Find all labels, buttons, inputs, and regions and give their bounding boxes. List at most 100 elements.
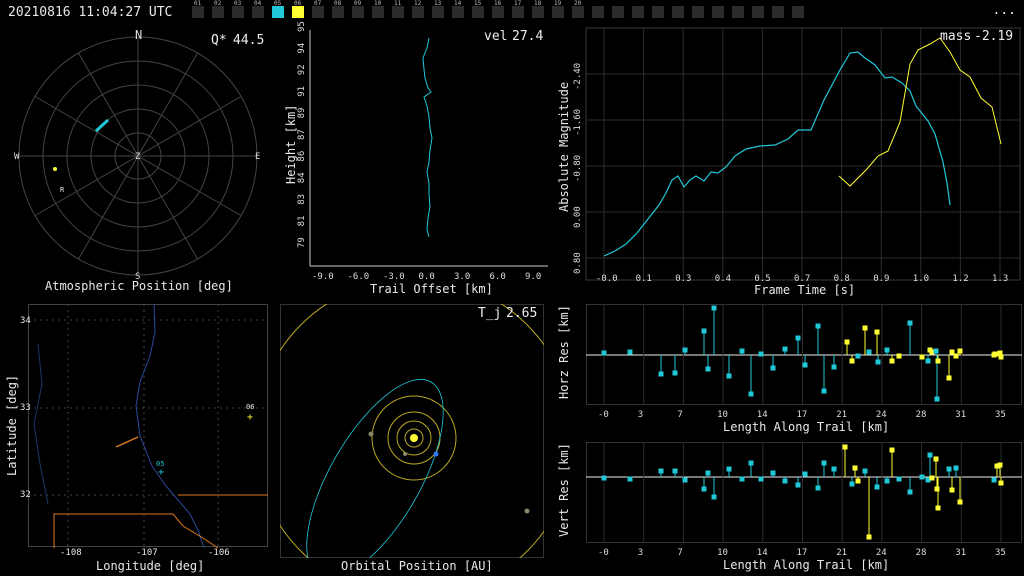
camera-id: 11 xyxy=(394,0,402,7)
camera-toggle-x25[interactable] xyxy=(692,6,704,18)
camera-toggle-09[interactable]: 09 xyxy=(352,0,364,18)
residual-point xyxy=(934,486,940,492)
res-xtick: 14 xyxy=(757,410,768,420)
camera-toggle-x28[interactable] xyxy=(752,6,764,18)
camera-toggle-11[interactable]: 11 xyxy=(392,0,404,18)
residual-point xyxy=(919,354,925,360)
tj-value: 2.65 xyxy=(506,306,537,321)
res-xtick: 21 xyxy=(836,410,847,420)
camera-toggle-08[interactable]: 08 xyxy=(332,0,344,18)
residual-point xyxy=(682,477,688,483)
residual-point xyxy=(705,470,711,476)
residual-point xyxy=(701,328,707,334)
magnitude-xtick: 1.0 xyxy=(913,274,929,284)
height-xlabel: Trail Offset [km] xyxy=(370,282,493,296)
residual-point xyxy=(782,346,788,352)
camera-toggle-17[interactable]: 17 xyxy=(512,0,524,18)
residual-point xyxy=(770,470,776,476)
res-xtick: 21 xyxy=(836,548,847,558)
camera-toggle-x23[interactable] xyxy=(652,6,664,18)
mass-value: -2.19 xyxy=(974,29,1013,44)
magnitude-ytick: -1.60 xyxy=(573,109,583,136)
residual-point xyxy=(997,350,1003,356)
west-label: W xyxy=(14,152,20,162)
south-label: S xyxy=(135,272,140,282)
camera-toggle-x20[interactable] xyxy=(592,6,604,18)
camera-toggle-03[interactable]: 03 xyxy=(232,0,244,18)
magnitude-ytick: -0.80 xyxy=(573,155,583,182)
residual-point xyxy=(658,468,664,474)
camera-toggle-x26[interactable] xyxy=(712,6,724,18)
residual-point xyxy=(802,471,808,477)
camera-toggle-x30[interactable] xyxy=(792,6,804,18)
residual-point xyxy=(701,486,707,492)
camera-id: 07 xyxy=(314,0,322,7)
camera-toggle-07[interactable]: 07 xyxy=(312,0,324,18)
camera-id: 16 xyxy=(494,0,502,7)
camera-toggle-04[interactable]: 04 xyxy=(252,0,264,18)
residual-point xyxy=(925,358,931,364)
menu-button[interactable]: ... xyxy=(992,3,1016,18)
residual-point xyxy=(862,325,868,331)
camera-toggle-12[interactable]: 12 xyxy=(412,0,424,18)
camera-id: 06 xyxy=(294,0,302,7)
camera-toggle-13[interactable]: 13 xyxy=(432,0,444,18)
residual-point xyxy=(758,351,764,357)
camera-toggle-19[interactable]: 19 xyxy=(552,0,564,18)
camera-id: 04 xyxy=(254,0,262,7)
station-05-marker: + xyxy=(158,467,164,478)
res-xtick: 35 xyxy=(995,548,1006,558)
camera-toggle-x27[interactable] xyxy=(732,6,744,18)
camera-toggle-06[interactable]: 06 xyxy=(292,0,304,18)
camera-toggle-05[interactable]: 05 xyxy=(272,0,284,18)
residual-point xyxy=(929,349,935,355)
camera-toggle-15[interactable]: 15 xyxy=(472,0,484,18)
residual-point xyxy=(844,339,850,345)
height-ytick: 84 xyxy=(297,172,307,183)
camera-toggle-x21[interactable] xyxy=(612,6,624,18)
atmospheric-position-plot: N S E W Z Q* 44.5 R xyxy=(14,28,264,282)
map-xtick-107: -107 xyxy=(136,548,158,558)
orbital-plot: T_j 2.65 xyxy=(280,304,544,558)
height-xtick: 0.0 xyxy=(419,272,435,282)
res-xtick: -0 xyxy=(598,410,609,420)
camera-toggle-02[interactable]: 02 xyxy=(212,0,224,18)
residual-point xyxy=(795,335,801,341)
magnitude-xtick: 0.7 xyxy=(794,274,810,284)
residual-point xyxy=(821,388,827,394)
residual-point xyxy=(682,347,688,353)
mass-label: mass xyxy=(940,29,971,44)
camera-toggle-10[interactable]: 10 xyxy=(372,0,384,18)
res-xtick: 24 xyxy=(876,548,887,558)
residual-point xyxy=(601,475,607,481)
residual-point xyxy=(726,373,732,379)
station-05-label: 05 xyxy=(156,460,164,468)
residual-point xyxy=(821,460,827,466)
camera-id: 15 xyxy=(474,0,482,7)
camera-toggle-14[interactable]: 14 xyxy=(452,0,464,18)
residual-point xyxy=(627,349,633,355)
camera-toggle-x24[interactable] xyxy=(672,6,684,18)
magnitude-xtick: 0.4 xyxy=(715,274,731,284)
res-xtick: 28 xyxy=(916,410,927,420)
camera-toggle-x22[interactable] xyxy=(632,6,644,18)
residual-point xyxy=(739,348,745,354)
camera-toggle-20[interactable]: 20 xyxy=(572,0,584,18)
camera-toggle-16[interactable]: 16 xyxy=(492,0,504,18)
cyan-magnitude-curve xyxy=(603,51,951,257)
residual-point xyxy=(896,353,902,359)
residual-point xyxy=(855,478,861,484)
height-offset-plot: -9.0 -6.0 -3.0 0.0 3.0 6.0 9.0 95 94 92 91 89 87 86 8… xyxy=(297,21,548,282)
residual-point xyxy=(875,359,881,365)
height-ytick: 95 xyxy=(297,21,307,32)
camera-toggle-x29[interactable] xyxy=(772,6,784,18)
residual-point xyxy=(748,460,754,466)
camera-toggle-01[interactable]: 01 xyxy=(192,0,204,18)
residual-point xyxy=(991,477,997,483)
residual-point xyxy=(907,489,913,495)
camera-toggle-18[interactable]: 18 xyxy=(532,0,544,18)
res-xtick: 3 xyxy=(638,548,643,558)
height-xtick: 3.0 xyxy=(454,272,470,282)
border-line xyxy=(53,513,219,548)
map-ytick-34: 34 xyxy=(20,316,31,326)
